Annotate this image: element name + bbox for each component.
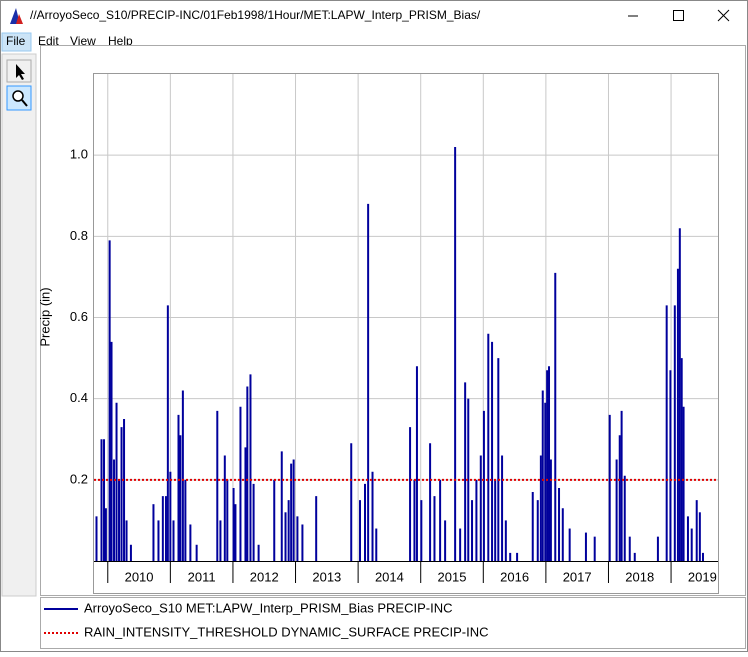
- maximize-button[interactable]: [673, 10, 684, 21]
- window-title: //ArroyoSeco_S10/PRECIP-INC/01Feb1998/1H…: [30, 8, 481, 22]
- zoom-icon-handle: [21, 99, 28, 107]
- x-tick-label: 2013: [312, 569, 341, 584]
- y-tick-label: 0.4: [70, 390, 88, 405]
- legend-label: ArroyoSeco_S10 MET:LAPW_Interp_PRISM_Bia…: [84, 600, 452, 615]
- menu-item[interactable]: File: [6, 34, 26, 48]
- x-tick-label: 2011: [188, 569, 216, 584]
- zoom-icon: [12, 90, 24, 102]
- y-tick-label: 0.8: [70, 228, 88, 243]
- x-tick-label: 2019: [688, 569, 717, 584]
- pointer-icon: [16, 64, 25, 80]
- x-tick-label: 2012: [250, 569, 279, 584]
- close-button[interactable]: [717, 9, 730, 22]
- x-tick-label: 2018: [625, 569, 654, 584]
- y-axis-label: Precip (in): [37, 287, 52, 346]
- menu-highlight: [1, 32, 32, 52]
- plot-frame: [93, 73, 719, 594]
- chart-panel: [40, 45, 746, 596]
- x-tick-label: 2017: [563, 569, 592, 584]
- y-tick-label: 0.2: [70, 471, 88, 486]
- x-tick-label: 2015: [438, 569, 467, 584]
- x-tick-label: 2010: [125, 569, 154, 584]
- legend: [40, 597, 746, 649]
- toolbar: [1, 53, 37, 597]
- menu-item[interactable]: View: [70, 34, 96, 48]
- menu-item[interactable]: Help: [108, 34, 133, 48]
- app-icon-part: [16, 14, 23, 24]
- menu-bar: File Edit View Help: [1, 32, 133, 52]
- legend-label: RAIN_INTENSITY_THRESHOLD DYNAMIC_SURFACE…: [84, 624, 489, 639]
- title-bar: //ArroyoSeco_S10/PRECIP-INC/01Feb1998/1H…: [10, 8, 730, 24]
- menu-item[interactable]: Edit: [38, 34, 59, 48]
- y-tick-label: 1.0: [70, 147, 88, 162]
- x-tick-label: 2016: [500, 569, 529, 584]
- y-tick-label: 0.6: [70, 309, 88, 324]
- x-tick-label: 2014: [375, 569, 404, 584]
- toolbar-panel: [1, 53, 37, 597]
